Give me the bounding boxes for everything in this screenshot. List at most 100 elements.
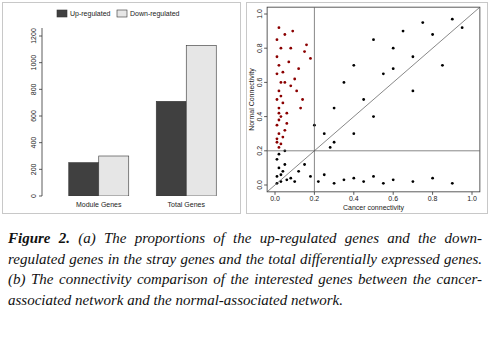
y-tick-label: 0.8	[256, 43, 263, 53]
point	[276, 141, 279, 144]
y-tick	[264, 185, 267, 186]
point	[289, 84, 292, 87]
point	[276, 55, 279, 58]
y-tick-label: 0.4	[256, 112, 263, 122]
y-tick	[264, 82, 267, 83]
point	[287, 60, 290, 63]
caption-text: (a) The proportions of the up-regulated …	[8, 230, 482, 308]
caption-label: Figure 2.	[8, 230, 70, 246]
point	[421, 21, 424, 24]
point	[309, 175, 312, 178]
point	[441, 64, 444, 67]
point	[297, 170, 300, 173]
y-tick-label: 800	[30, 83, 37, 95]
y-tick	[39, 116, 42, 117]
point	[333, 141, 336, 144]
point	[343, 81, 346, 84]
point	[412, 90, 415, 93]
y-tick-label: 1200	[30, 28, 37, 44]
x-axis-label: Cancer connectivity	[343, 204, 405, 212]
point	[333, 182, 336, 185]
y-tick-label: 200	[30, 163, 37, 175]
x-tick-label: 0.0	[270, 195, 280, 202]
point	[278, 153, 281, 156]
legend-swatch	[57, 10, 67, 17]
point	[299, 107, 302, 110]
point	[382, 182, 385, 185]
panel-border	[3, 3, 241, 214]
bar	[156, 101, 186, 196]
legend-label: Up-regulated	[70, 10, 111, 18]
point	[392, 178, 395, 181]
bar	[186, 45, 216, 196]
point	[372, 38, 375, 41]
y-tick	[264, 14, 267, 15]
y-tick	[264, 116, 267, 117]
point	[289, 177, 292, 180]
point	[329, 146, 332, 149]
point	[412, 55, 415, 58]
point	[278, 64, 281, 67]
figure: 020040060080010001200Module GenesTotal G…	[0, 0, 490, 226]
reference-lines	[267, 7, 480, 192]
point	[280, 173, 283, 176]
point	[309, 57, 312, 60]
point	[276, 137, 279, 140]
point	[392, 67, 395, 70]
point	[276, 124, 279, 127]
point	[285, 112, 288, 115]
point	[280, 115, 283, 118]
y-tick-label: 600	[30, 110, 37, 122]
x-category-label: Module Genes	[76, 201, 122, 208]
y-axis-label: Normal Connectivity	[248, 68, 256, 131]
point	[278, 90, 281, 93]
point	[372, 175, 375, 178]
y-tick-label: 0.0	[256, 180, 263, 190]
point	[362, 180, 365, 183]
y-tick-label: 0	[30, 194, 37, 198]
point	[289, 47, 292, 50]
point	[333, 107, 336, 110]
bar	[69, 163, 99, 196]
point	[281, 71, 284, 74]
y-tick	[39, 89, 42, 90]
y-tick-label: 0.2	[256, 146, 263, 156]
point	[352, 177, 355, 180]
point	[278, 26, 281, 29]
y-tick	[39, 196, 42, 197]
point	[281, 170, 284, 173]
point	[293, 78, 296, 81]
point	[280, 81, 283, 84]
y-axis	[42, 28, 43, 196]
point	[280, 47, 283, 50]
point	[278, 107, 281, 110]
point	[372, 115, 375, 118]
point	[402, 30, 405, 33]
point	[451, 182, 454, 185]
plot-frame	[267, 7, 480, 192]
point	[392, 47, 395, 50]
point	[280, 143, 283, 146]
y-tick-label: 1.0	[256, 9, 263, 19]
point	[451, 18, 454, 21]
y-tick	[39, 142, 42, 143]
y-tick	[264, 150, 267, 151]
point	[276, 72, 279, 75]
point	[276, 175, 279, 178]
point	[305, 43, 308, 46]
point	[285, 122, 288, 125]
point	[281, 136, 284, 139]
cutoff-y	[267, 150, 480, 151]
point	[283, 81, 286, 84]
y-tick	[39, 36, 42, 37]
point	[317, 180, 320, 183]
point	[278, 112, 281, 115]
legend-swatch	[117, 10, 127, 17]
point	[278, 119, 281, 122]
point	[293, 180, 296, 183]
x-tick-label: 0.8	[428, 195, 438, 202]
point	[276, 158, 279, 161]
panel-border	[247, 3, 488, 214]
legend-label: Down-regulated	[130, 10, 180, 18]
point	[343, 178, 346, 181]
